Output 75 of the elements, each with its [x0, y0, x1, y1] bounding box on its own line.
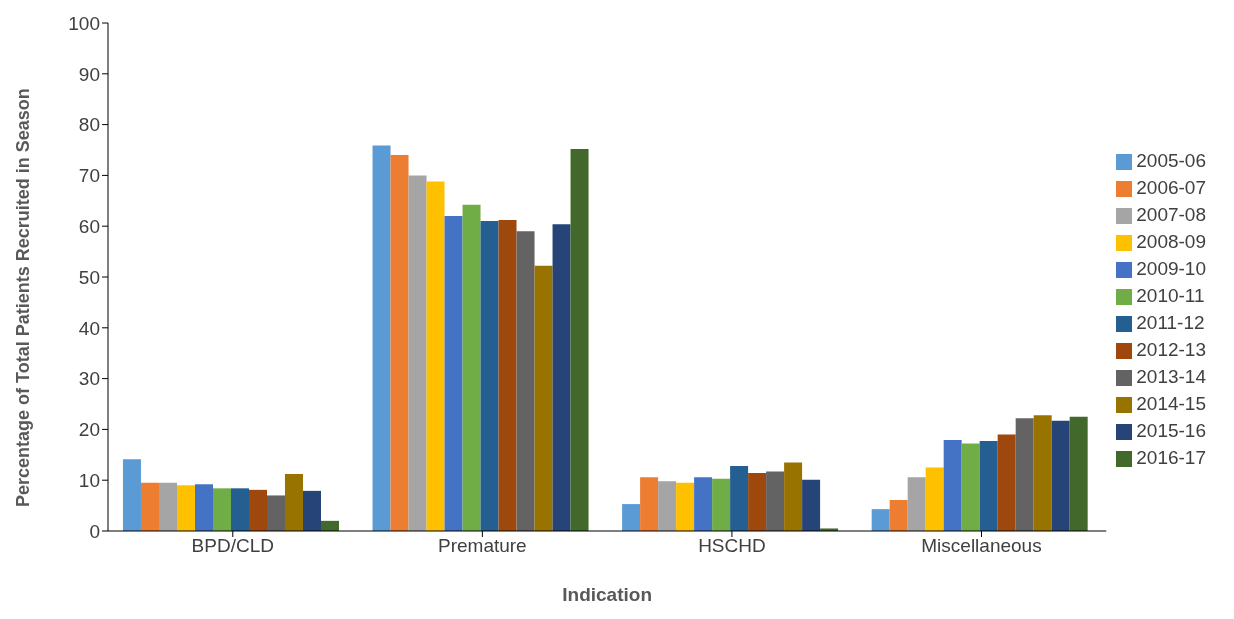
bar [1051, 420, 1070, 531]
bar [925, 467, 944, 531]
y-tick-label: 100 [68, 12, 100, 34]
bar [784, 462, 803, 531]
bar [284, 474, 303, 531]
x-tick-label: Miscellaneous [921, 535, 1042, 557]
bar [979, 441, 998, 531]
x-axis-title: Indication [562, 584, 652, 605]
legend-label: 2012-13 [1136, 338, 1206, 360]
bar [766, 471, 785, 531]
y-tick-label: 60 [78, 215, 100, 237]
bar [462, 204, 481, 531]
bar [961, 443, 980, 531]
bar [658, 481, 677, 531]
bar [871, 509, 890, 531]
bar [498, 220, 517, 531]
y-axis-title: Percentage of Total Patients Recruited in Season [13, 88, 34, 507]
bar [748, 473, 767, 531]
legend-label: 2013-14 [1136, 365, 1206, 387]
bar [516, 231, 535, 531]
bar [730, 465, 749, 531]
bar [712, 478, 731, 531]
x-tick-label: HSCHD [698, 535, 766, 557]
x-tick-label: Premature [438, 535, 527, 557]
y-tick-label: 10 [78, 469, 100, 491]
y-tick-label: 30 [78, 368, 100, 390]
bar [408, 175, 427, 531]
legend-label: 2006-07 [1136, 176, 1206, 198]
bar [640, 477, 659, 531]
bar [943, 440, 962, 531]
legend-label: 2016-17 [1136, 446, 1206, 468]
y-tick-label: 40 [78, 317, 100, 339]
bar [907, 477, 926, 531]
bar [230, 488, 249, 531]
bar [802, 479, 821, 531]
bar [194, 484, 213, 531]
y-tick-label: 0 [89, 520, 100, 542]
legend-label: 2011-12 [1136, 311, 1205, 333]
legend-label: 2014-15 [1136, 392, 1206, 414]
bar [997, 434, 1016, 531]
bar [140, 482, 159, 531]
bar [534, 265, 553, 531]
bar [176, 485, 195, 531]
bar [570, 148, 589, 531]
bar [622, 504, 641, 531]
bar [1015, 418, 1034, 531]
y-tick-label: 50 [78, 266, 100, 288]
bar [212, 488, 231, 531]
bar [158, 482, 177, 531]
bar [266, 495, 285, 531]
bar [676, 482, 695, 531]
bar [1069, 416, 1088, 531]
y-tick-label: 90 [78, 63, 100, 85]
legend-label: 2010-11 [1136, 284, 1205, 306]
x-tick-label: BPD/CLD [191, 535, 274, 557]
bar [248, 489, 267, 531]
legend-label: 2008-09 [1136, 230, 1206, 252]
y-tick-label: 20 [78, 419, 100, 441]
y-tick-label: 70 [78, 165, 100, 187]
bar [480, 221, 499, 531]
bar [694, 477, 713, 531]
bar [889, 500, 908, 531]
legend-label: 2007-08 [1136, 203, 1206, 225]
legend-label: 2005-06 [1136, 149, 1206, 171]
bar [552, 224, 571, 531]
legend-label: 2015-16 [1136, 419, 1206, 441]
bar [390, 155, 409, 531]
bar [122, 459, 141, 531]
y-tick-label: 80 [78, 114, 100, 136]
bar [1033, 415, 1052, 531]
bar [426, 181, 445, 531]
bar [372, 145, 391, 531]
bar [302, 490, 321, 531]
legend-label: 2009-10 [1136, 257, 1206, 279]
bar [444, 216, 463, 531]
